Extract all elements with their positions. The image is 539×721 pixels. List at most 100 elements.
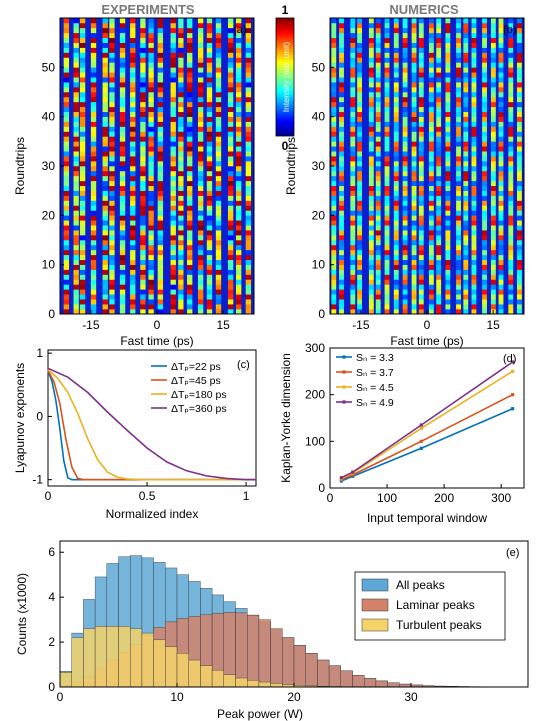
heatmap-cell	[236, 101, 242, 108]
heatmap-cell	[516, 279, 522, 285]
heatmap-cell	[157, 259, 164, 265]
heatmap-cell	[227, 146, 234, 152]
heatmap-cell	[428, 230, 434, 236]
heatmap-cell	[516, 259, 522, 265]
heatmap-cell	[73, 52, 79, 58]
heatmap-cell	[73, 289, 79, 295]
heatmap-cell	[498, 230, 504, 236]
data-point	[419, 439, 423, 443]
heatmap-cell	[187, 42, 193, 48]
heatmap-cell	[215, 151, 222, 157]
heatmap-cell	[339, 309, 344, 314]
heatmap-cell	[206, 180, 213, 187]
heatmap-cell	[109, 249, 115, 256]
heatmap-cell	[445, 82, 451, 88]
heatmap-cell	[178, 205, 184, 211]
heatmap-cell	[490, 185, 496, 191]
heatmap-cell	[140, 309, 146, 314]
heatmap-cell	[109, 210, 115, 216]
heatmap-cell	[197, 57, 204, 63]
heatmap-cell	[148, 195, 154, 201]
heatmap-cell	[498, 72, 504, 78]
heatmap-cell	[508, 269, 514, 275]
heatmap-cell	[490, 57, 496, 63]
heatmap-cell	[375, 235, 381, 241]
panel-a-header: EXPERIMENTS	[101, 2, 195, 17]
heatmap-cell	[245, 264, 252, 270]
heatmap-cell	[102, 264, 108, 270]
heatmap-cell	[375, 185, 381, 191]
heatmap-cell	[490, 161, 496, 167]
heatmap-cell	[236, 220, 242, 226]
histogram-bar	[364, 678, 377, 688]
heatmap-cell	[428, 254, 434, 261]
y-tick-label: 1	[36, 346, 43, 360]
heatmap-cell	[490, 156, 496, 162]
heatmap-cell	[339, 27, 344, 34]
heatmap-cell	[393, 146, 399, 152]
heatmap-cell	[187, 190, 193, 196]
heatmap-cell	[236, 225, 242, 231]
heatmap-cell	[384, 42, 390, 48]
heatmap-cell	[215, 141, 222, 147]
heatmap-cell	[90, 111, 97, 117]
heatmap-cell	[178, 92, 184, 98]
heatmap-cell	[411, 151, 417, 157]
heatmap-cell	[368, 57, 374, 63]
heatmap-cell	[339, 195, 344, 201]
heatmap-cell	[339, 96, 344, 103]
heatmap-cell	[436, 200, 442, 206]
histogram-bar	[328, 665, 342, 688]
histogram-bar	[129, 628, 143, 688]
heatmap-cell	[109, 284, 115, 290]
heatmap-cell	[350, 57, 356, 63]
heatmap-cell	[445, 37, 451, 43]
heatmap-cell	[73, 156, 79, 162]
heatmap-cell	[215, 249, 222, 256]
heatmap-cell	[102, 190, 108, 196]
heatmap-cell	[206, 309, 213, 314]
heatmap-cell	[206, 106, 213, 113]
heatmap-cell	[215, 72, 222, 78]
heatmap-cell	[79, 72, 86, 78]
heatmap-cell	[140, 77, 146, 83]
heatmap-cell	[197, 101, 204, 108]
heatmap-cell	[418, 96, 424, 103]
heatmap-cell	[471, 82, 477, 88]
heatmap-cell	[393, 180, 399, 187]
heatmap-cell	[384, 101, 390, 108]
heatmap-cell	[140, 161, 146, 167]
heatmap-cell	[90, 244, 97, 251]
heatmap-cell	[418, 304, 424, 310]
heatmap-cell	[384, 136, 390, 142]
heatmap-cell	[482, 18, 487, 24]
heatmap-cell	[490, 240, 496, 246]
heatmap-cell	[375, 18, 381, 24]
heatmap-cell	[350, 299, 356, 305]
y-tick-label: 200	[305, 388, 325, 402]
heatmap-cell	[436, 175, 442, 182]
x-tick-label: 0.5	[139, 489, 156, 503]
heatmap-cell	[79, 215, 86, 221]
heatmap-cell	[428, 62, 434, 68]
heatmap-cell	[197, 190, 204, 196]
heatmap-cell	[482, 92, 487, 98]
heatmap-cell	[73, 57, 79, 63]
heatmap-cell	[206, 249, 213, 256]
heatmap-cell	[482, 156, 487, 162]
x-tick-label: 0	[154, 318, 161, 332]
heatmap-cell	[357, 57, 362, 63]
heatmap-cell	[73, 299, 79, 305]
heatmap-cell	[178, 225, 184, 231]
heatmap-cell	[357, 240, 362, 246]
heatmap-cell	[411, 22, 417, 29]
heatmap-cell	[445, 195, 451, 201]
heatmap-cell	[490, 111, 496, 117]
heatmap-cell	[236, 269, 242, 275]
heatmap-cell	[148, 235, 154, 241]
heatmap-cell	[482, 121, 487, 127]
heatmap-cell	[357, 210, 362, 216]
heatmap-cell	[227, 210, 234, 216]
heatmap-cell	[428, 126, 434, 132]
heatmap-cell	[109, 87, 115, 93]
